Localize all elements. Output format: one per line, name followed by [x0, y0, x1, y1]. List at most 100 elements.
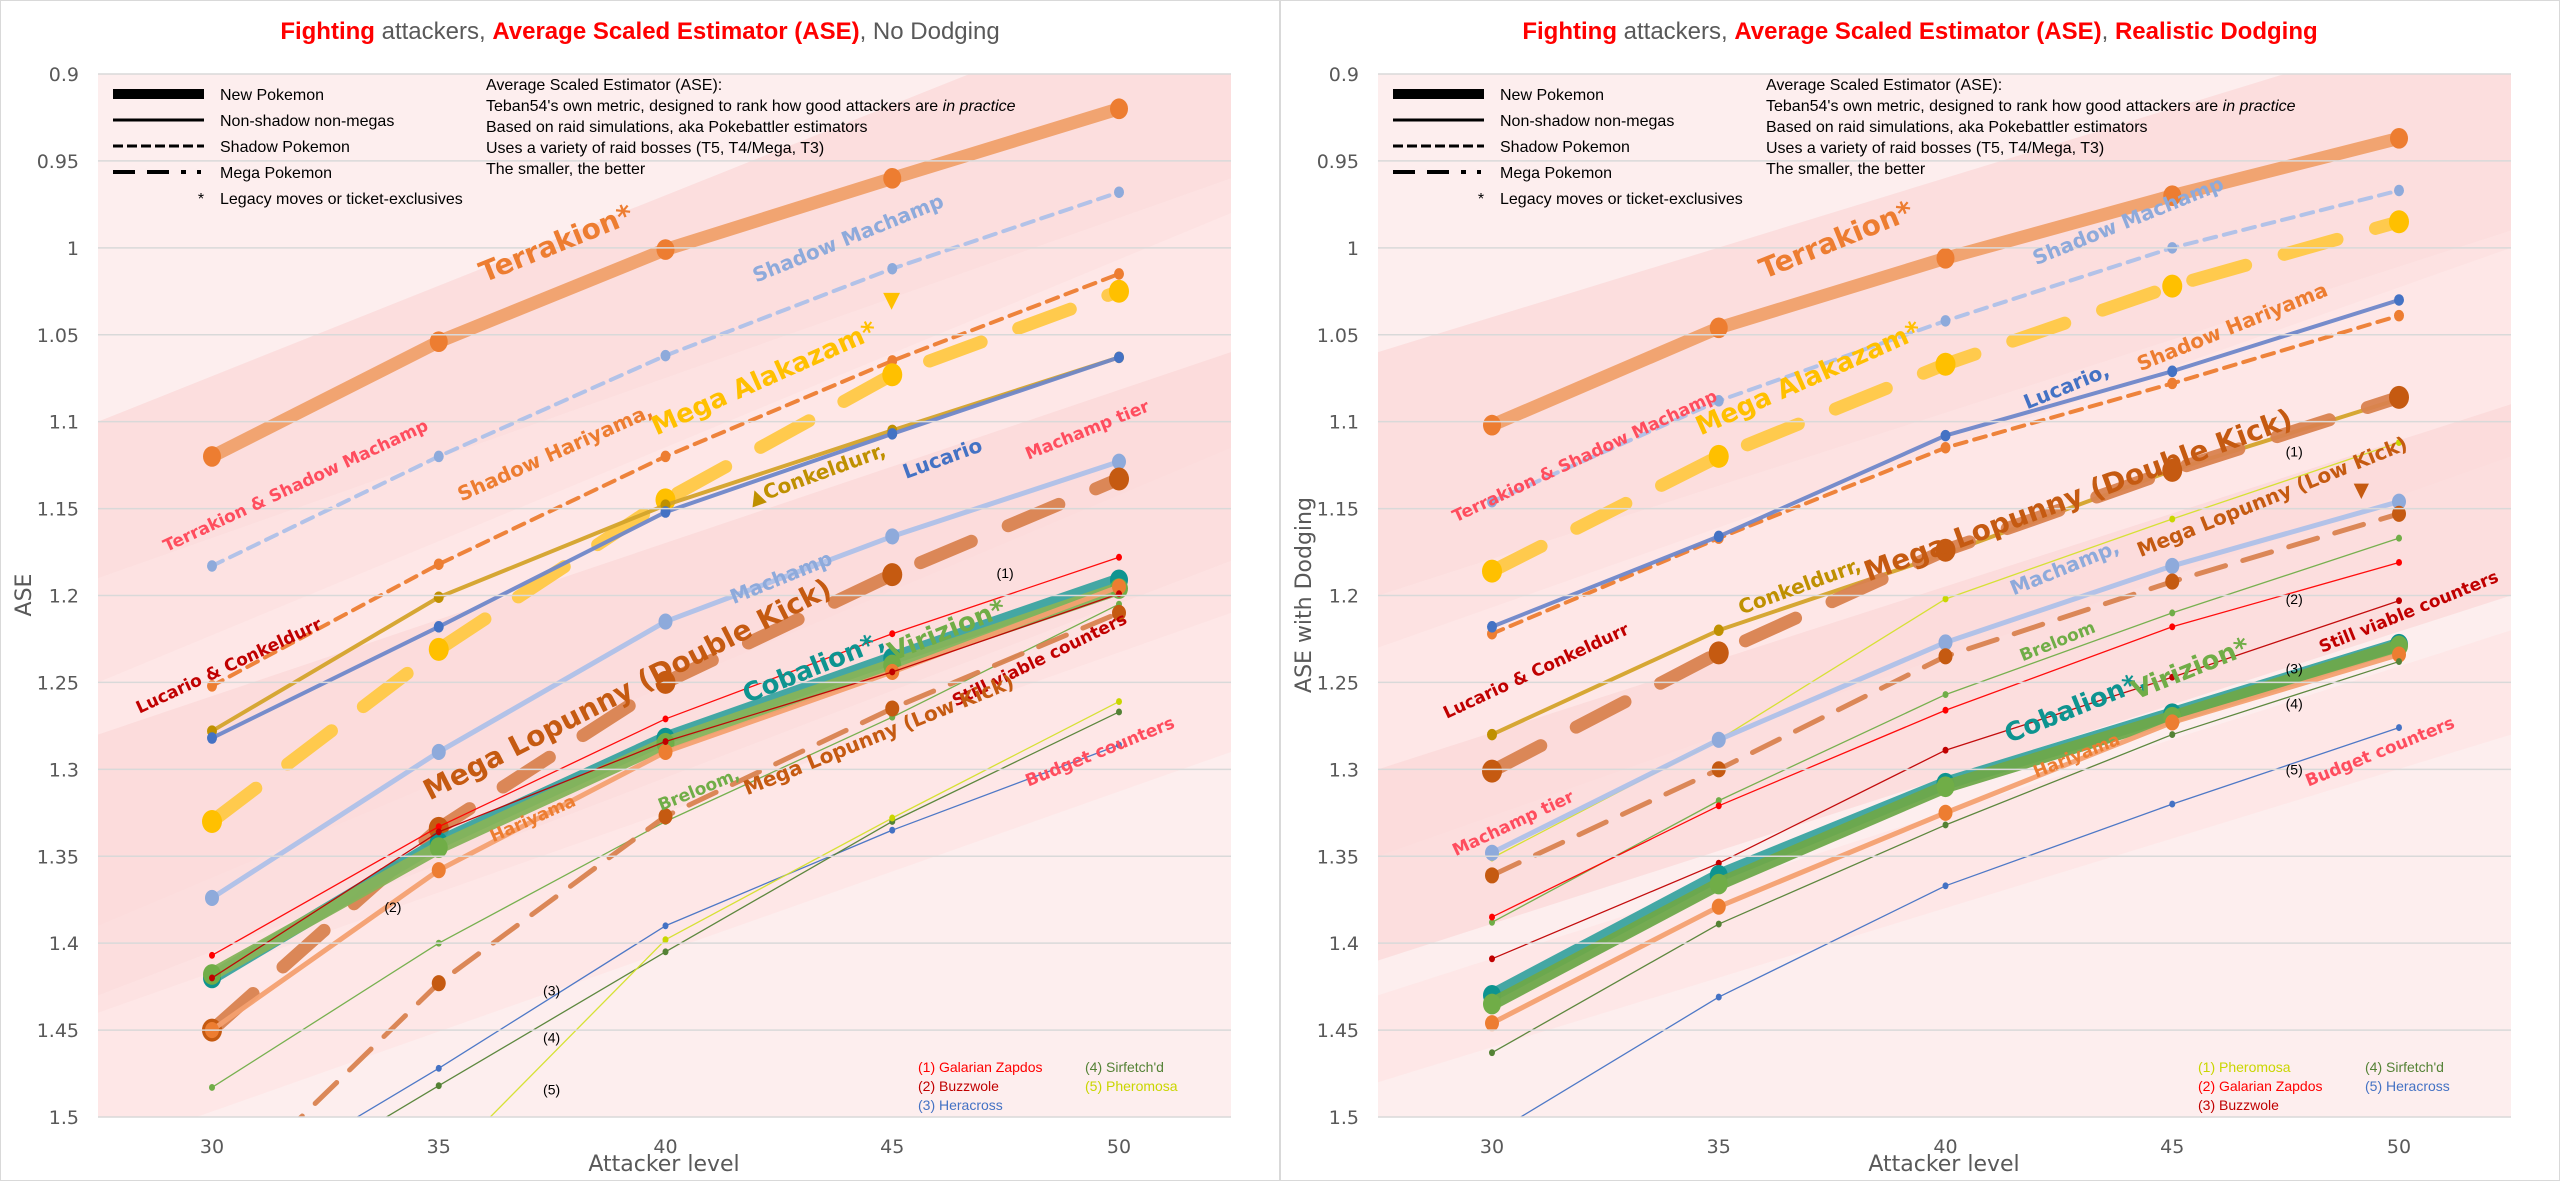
- footnote-legend-item: (4) Sirfetch'd: [1085, 1059, 1164, 1075]
- legend-label: Legacy moves or ticket-exclusives: [220, 191, 463, 208]
- y-tick-label: 1.25: [1317, 672, 1359, 694]
- series-hariyama: [205, 578, 1126, 1039]
- data-point: [2169, 800, 2176, 808]
- data-point: [1112, 453, 1126, 470]
- data-point: [433, 450, 444, 463]
- annotation-label: ▼: [2354, 477, 2370, 501]
- data-point: [2396, 724, 2402, 732]
- series-line: [205, 284, 1126, 828]
- data-point: [1711, 731, 1726, 748]
- footnote-legend-item: (2) Buzzwole: [918, 1078, 999, 1094]
- chart-panel-no-dodging: Fighting attackers, Average Scaled Estim…: [0, 0, 1280, 1181]
- numbered-label: (3): [2286, 661, 2303, 677]
- data-point: [1487, 621, 1497, 633]
- x-tick-label: 40: [653, 1136, 677, 1158]
- data-point: [1942, 595, 1949, 603]
- legend-label: Mega Pokemon: [220, 165, 332, 182]
- data-point: [660, 450, 671, 463]
- data-point: [1116, 708, 1122, 716]
- legend-note-italic: in practice: [943, 98, 1016, 115]
- footnote-legend-item: (4) Sirfetch'd: [2365, 1059, 2444, 1075]
- y-tick-label: 1.2: [1329, 586, 1359, 608]
- title-part: Fighting: [1522, 18, 1617, 45]
- data-point: [433, 591, 444, 603]
- legend-label: Non-shadow non-megas: [220, 113, 394, 130]
- data-point: [2390, 127, 2408, 149]
- data-point: [1708, 641, 1729, 665]
- data-point: [435, 1064, 442, 1072]
- y-axis-label: ASE: [12, 574, 37, 617]
- legend-asterisk: *: [1478, 191, 1484, 208]
- data-point: [2165, 573, 2180, 590]
- data-point: [1938, 634, 1953, 651]
- series-mega-lopunny-low-kick: [1485, 505, 2406, 884]
- data-point: [2392, 505, 2406, 522]
- title-part: Fighting: [280, 18, 375, 45]
- data-point: [2392, 646, 2406, 663]
- x-axis-label: Attacker level: [588, 1152, 739, 1177]
- x-tick-label: 50: [1107, 1136, 1131, 1158]
- title-part: Average Scaled Estimator (ASE): [1734, 18, 2101, 45]
- chart-title: Fighting attackers, Average Scaled Estim…: [1522, 18, 2317, 45]
- legend-note: The smaller, the better: [486, 161, 646, 178]
- x-axis-label: Attacker level: [1868, 1152, 2019, 1177]
- data-point: [1938, 804, 1953, 821]
- series-galarian-zapdos: [209, 553, 1122, 959]
- x-tick-label: 45: [880, 1136, 904, 1158]
- data-point: [1708, 444, 1729, 468]
- data-point: [1713, 624, 1724, 637]
- data-point: [1112, 578, 1126, 595]
- y-tick-label: 1: [1347, 238, 1359, 260]
- data-point: [1483, 414, 1501, 436]
- data-point: [1936, 247, 1955, 269]
- y-tick-label: 1.3: [49, 759, 79, 781]
- legend-label: Non-shadow non-megas: [1500, 113, 1674, 130]
- data-point: [656, 239, 675, 260]
- data-point: [1942, 706, 1949, 714]
- annotation-label: (1): [2286, 443, 2303, 459]
- data-point: [883, 167, 902, 189]
- legend-note: Uses a variety of raid bosses (T5, T4/Me…: [486, 140, 824, 157]
- series-mega-lopunny-low-kick: [297, 604, 1126, 1117]
- data-point: [1114, 351, 1124, 364]
- data-point: [429, 331, 448, 353]
- data-point: [1938, 648, 1953, 665]
- series-heracross: [356, 741, 1122, 1117]
- y-tick-label: 1.15: [37, 499, 79, 521]
- data-point: [658, 613, 673, 630]
- data-point: [889, 630, 896, 638]
- legend-swatch-mega-dot: [197, 170, 201, 174]
- data-point: [662, 948, 669, 956]
- data-point: [2392, 493, 2406, 510]
- data-point: [889, 814, 896, 822]
- data-point: [1110, 98, 1128, 120]
- data-point: [207, 732, 217, 744]
- data-point: [889, 668, 896, 676]
- data-point: [1489, 918, 1495, 926]
- data-point: [2396, 559, 2402, 566]
- data-point: [2389, 210, 2409, 234]
- data-point: [889, 826, 896, 834]
- series-heracross: [1519, 724, 2402, 1117]
- data-point: [433, 558, 444, 570]
- data-point: [2167, 377, 2178, 390]
- numbered-label: (2): [2286, 591, 2303, 607]
- title-part: Realistic Dodging: [2115, 18, 2318, 45]
- series-shadow-hariyama: [1487, 309, 2404, 640]
- data-point: [2169, 515, 2176, 523]
- data-point: [2162, 274, 2183, 298]
- series-terrakion: [203, 98, 1128, 467]
- tier-band: [98, 560, 1231, 1117]
- legend-label: Shadow Pokemon: [220, 139, 350, 156]
- data-point: [436, 1166, 442, 1173]
- data-point: [1942, 821, 1949, 829]
- series-buzzwole: [209, 590, 1122, 982]
- y-tick-label: 1.35: [1317, 846, 1359, 868]
- y-tick-label: 1.5: [49, 1107, 79, 1129]
- series-mega-alakazam: [1482, 210, 2409, 583]
- y-tick-label: 0.95: [37, 151, 79, 173]
- y-tick-label: 1.45: [1317, 1020, 1359, 1042]
- data-point: [662, 715, 669, 723]
- chart-title: Fighting attackers, Average Scaled Estim…: [280, 18, 999, 45]
- legend: New Pokemon Non-shadow non-megas Shadow Po…: [113, 77, 1016, 208]
